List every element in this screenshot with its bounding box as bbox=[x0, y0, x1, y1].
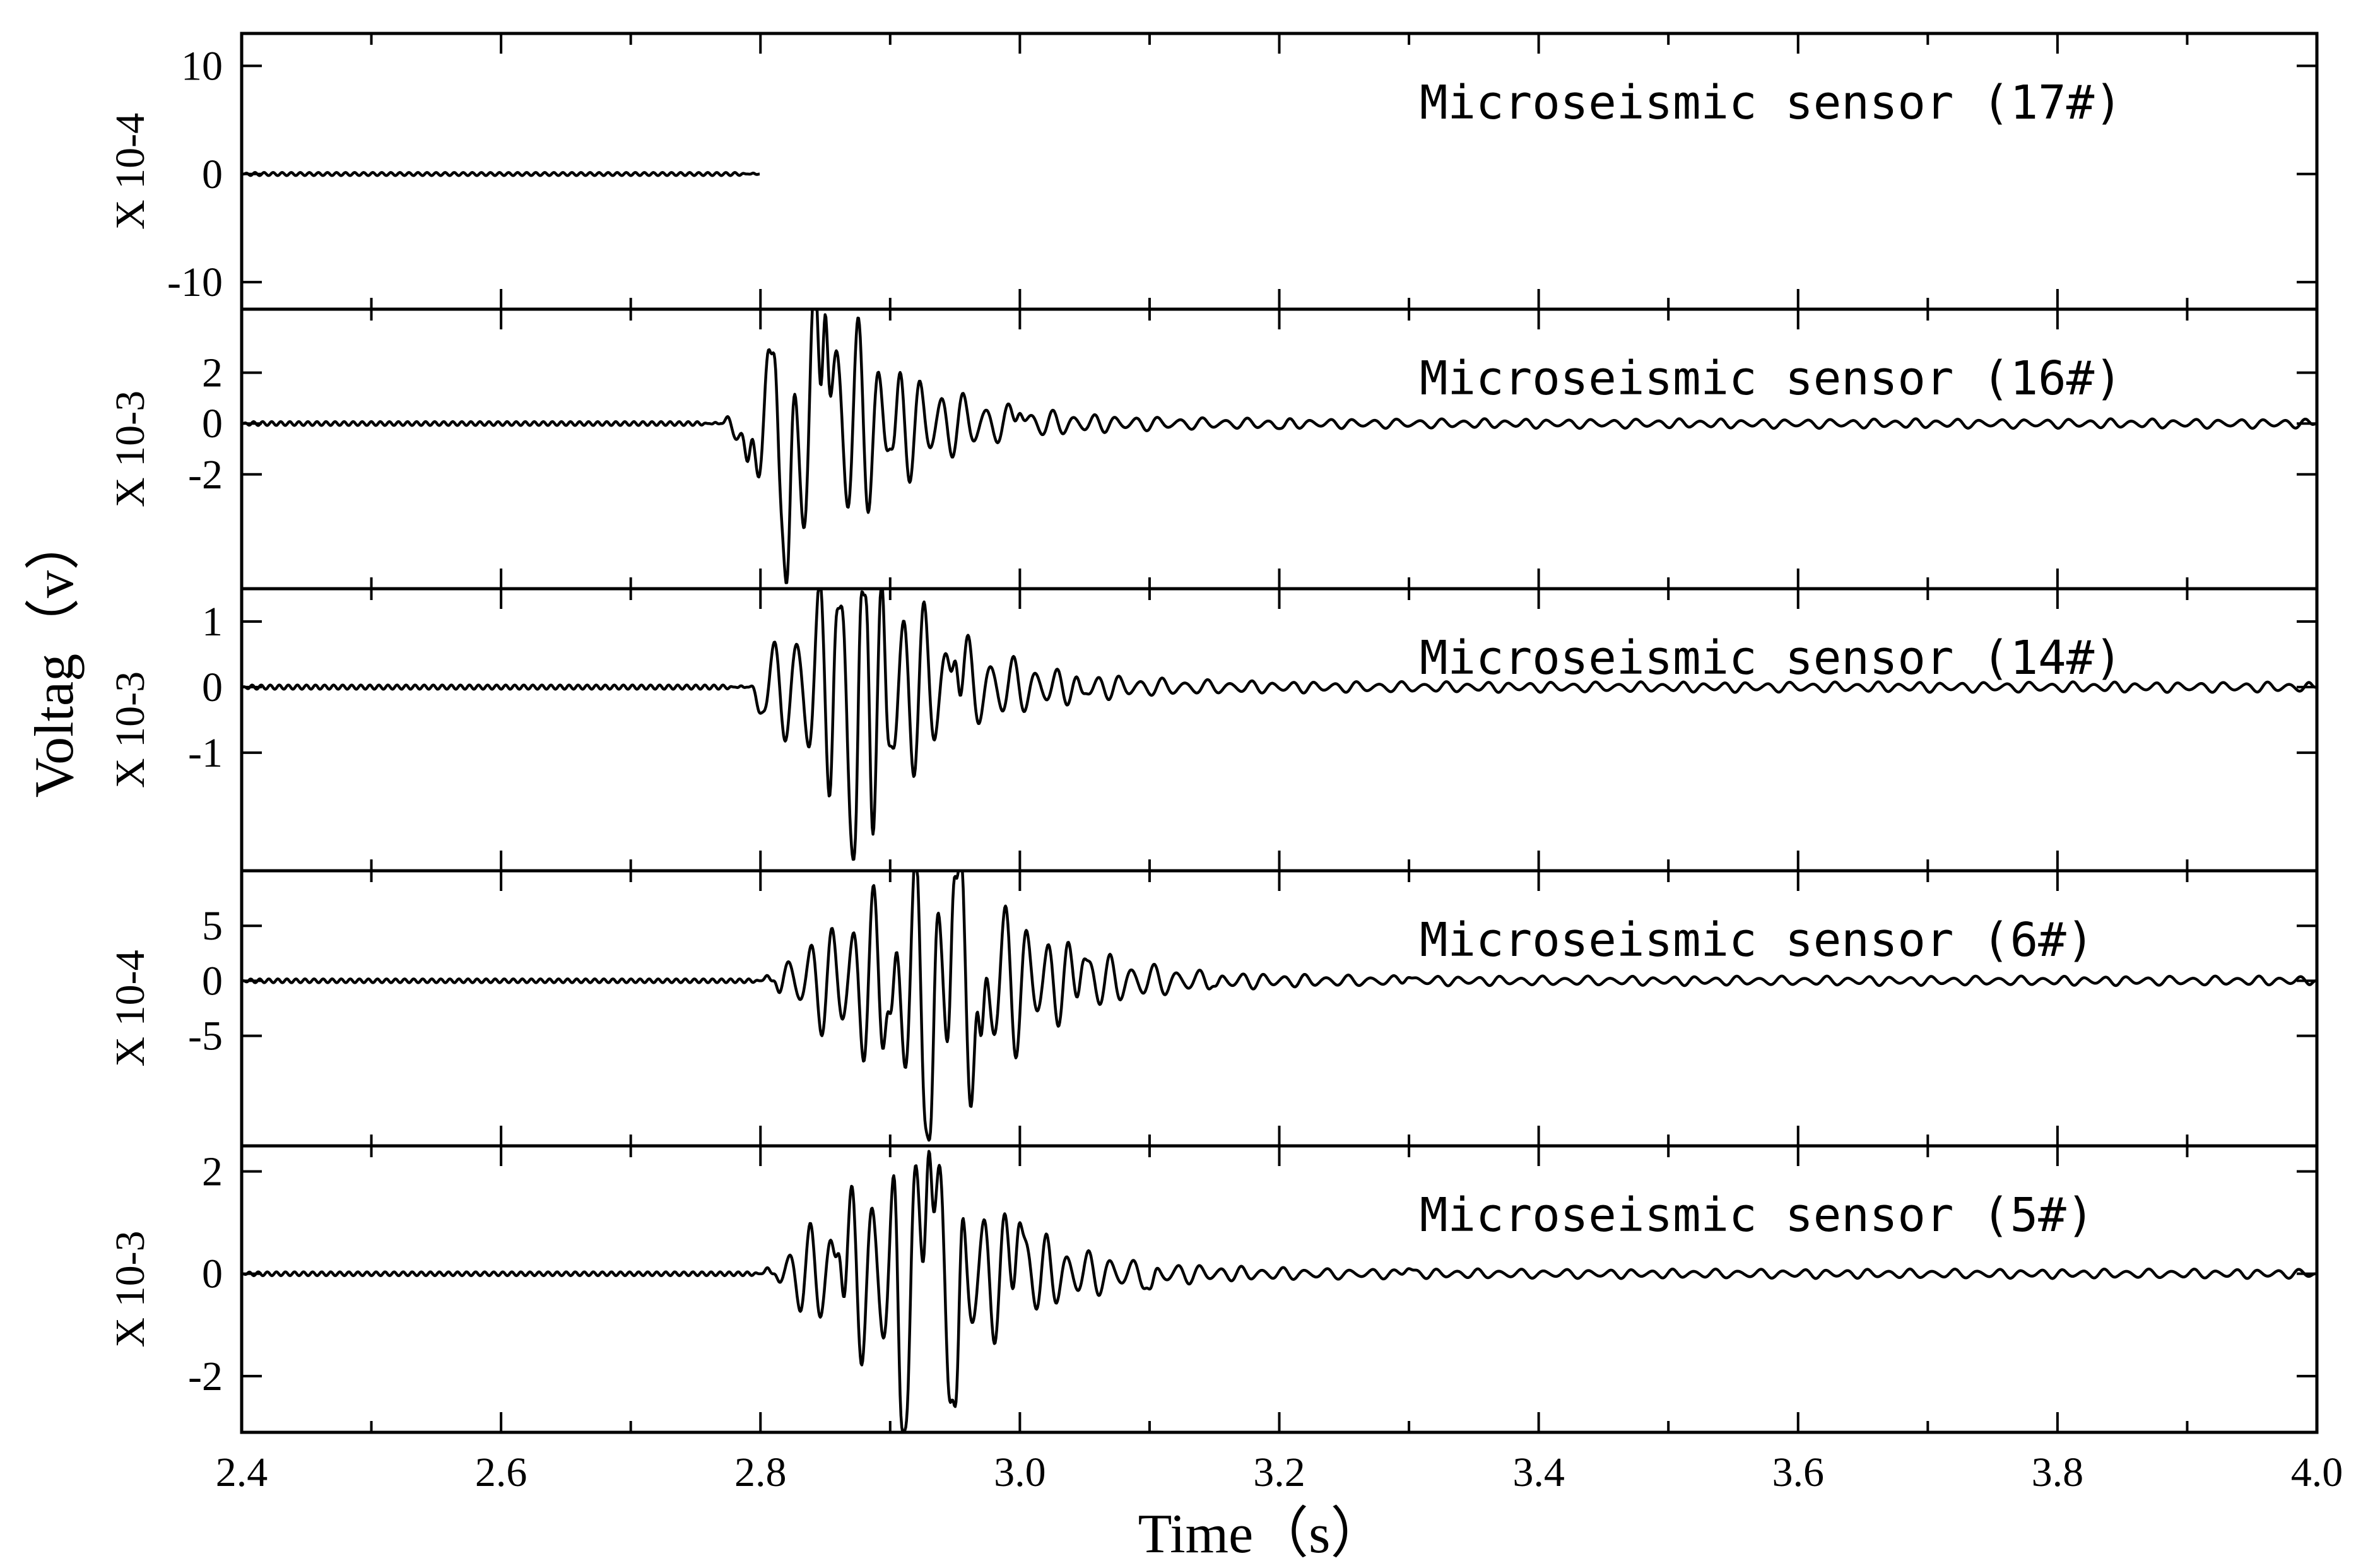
y-tick-label: -1 bbox=[188, 730, 223, 776]
sensor-panel: 10 0 -10 X 10-4 Microseismic sensor (17#) bbox=[107, 32, 2319, 311]
y-tick-label: -10 bbox=[167, 259, 223, 305]
x-tick-label: 4.0 bbox=[2291, 1449, 2343, 1495]
x-tick-label: 3.0 bbox=[994, 1449, 1046, 1495]
y-tick-label: -2 bbox=[188, 452, 223, 498]
y-tick-label: 0 bbox=[202, 664, 223, 710]
x-tick-label: 3.2 bbox=[1253, 1449, 1305, 1495]
sensor-panel: 5 0 -5 X 10-4 Microseismic sensor (6#) bbox=[107, 869, 2319, 1148]
y-tick-label: -5 bbox=[188, 1013, 223, 1059]
sensor-label: Microseismic sensor (5#) bbox=[1420, 1188, 2094, 1242]
x-tick-label: 3.8 bbox=[2032, 1449, 2084, 1495]
sensor-label: Microseismic sensor (17#) bbox=[1420, 76, 2123, 130]
panel-frame bbox=[240, 869, 2319, 1148]
y-tick-label: 2 bbox=[202, 1149, 223, 1195]
x-tick-label: 2.4 bbox=[216, 1449, 268, 1495]
y-tick-label: 1 bbox=[202, 599, 223, 645]
y-tick-label: 0 bbox=[202, 151, 223, 197]
scale-label: X 10-4 bbox=[107, 950, 153, 1066]
x-tick-label: 2.6 bbox=[475, 1449, 527, 1495]
sensor-panel: 1 0 -1 X 10-3 Microseismic sensor (14#) bbox=[107, 587, 2319, 873]
waveform-trace bbox=[241, 587, 2318, 861]
sensor-label: Microseismic sensor (16#) bbox=[1420, 351, 2123, 406]
y-axis-title: Voltag（v） bbox=[24, 515, 85, 798]
y-tick-label: 2 bbox=[202, 350, 223, 396]
waveform-trace bbox=[241, 869, 2318, 1142]
sensor-label: Microseismic sensor (6#) bbox=[1420, 913, 2094, 967]
y-tick-label: 5 bbox=[202, 903, 223, 949]
scale-label: X 10-4 bbox=[107, 113, 153, 230]
y-tick-label: 0 bbox=[202, 401, 223, 447]
sensor-panel: 2 0 -2 X 10-3 Microseismic sensor (16#) bbox=[107, 307, 2319, 591]
waveform-trace bbox=[241, 307, 2318, 584]
y-tick-label: -2 bbox=[188, 1353, 223, 1400]
x-axis-title: Time（s） bbox=[1138, 1504, 1386, 1565]
y-tick-label: 0 bbox=[202, 1251, 223, 1297]
scale-label: X 10-3 bbox=[107, 1230, 153, 1347]
x-axis: 2.4 2.6 2.8 3.0 3.2 3.4 3.6 3.8 4.0 bbox=[216, 1449, 2343, 1495]
y-tick-label: 10 bbox=[181, 43, 223, 89]
waveform-trace bbox=[241, 1150, 2318, 1434]
scale-label: X 10-3 bbox=[107, 671, 153, 788]
y-tick-label: 0 bbox=[202, 958, 223, 1004]
sensor-label: Microseismic sensor (14#) bbox=[1420, 631, 2123, 685]
x-tick-label: 3.4 bbox=[1512, 1449, 1565, 1495]
sensor-panel: 2 0 -2 X 10-3 Microseismic sensor (5#) bbox=[107, 1144, 2319, 1434]
x-tick-label: 2.8 bbox=[734, 1449, 787, 1495]
x-tick-label: 3.6 bbox=[1772, 1449, 1825, 1495]
scale-label: X 10-3 bbox=[107, 391, 153, 507]
waveform-trace bbox=[241, 171, 760, 177]
